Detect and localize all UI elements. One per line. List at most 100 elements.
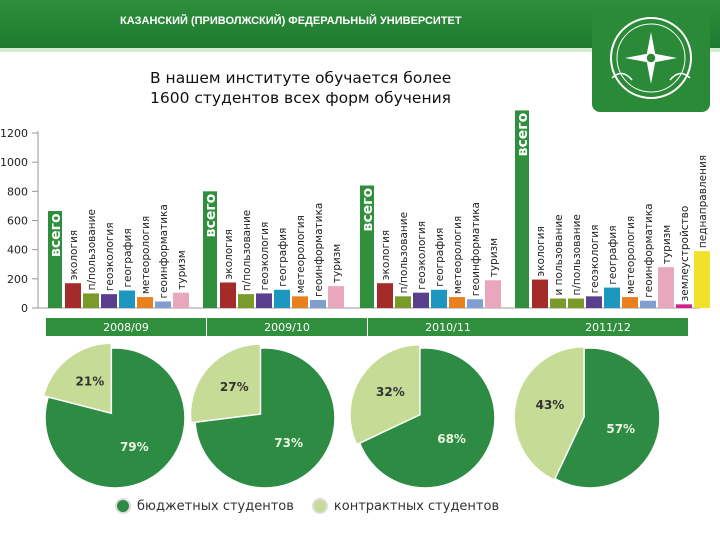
pie-contract-label: 32% — [376, 385, 405, 399]
legend-contract-swatch — [311, 498, 328, 514]
pie-contract-label: 21% — [76, 375, 105, 389]
bar-5 — [155, 301, 171, 308]
year-box — [368, 318, 528, 336]
university-logo — [592, 8, 710, 112]
legend-budget-swatch — [115, 498, 131, 514]
bar-0 — [65, 283, 81, 308]
pie-contract-label: 43% — [536, 398, 565, 412]
pie-contract-slice — [349, 344, 421, 446]
bar-5 — [622, 297, 638, 308]
bar-1 — [550, 298, 566, 308]
year-label: 2011/12 — [585, 321, 631, 334]
bar-category-label: п/пользование — [571, 214, 583, 295]
bar-2 — [568, 298, 584, 308]
year-label: 2008/09 — [103, 321, 149, 334]
bar-category-label: геоинформатика — [470, 202, 482, 296]
bar-total — [203, 191, 217, 308]
bar-category-label: экология — [380, 230, 392, 280]
bar-3 — [119, 290, 135, 308]
bar-total-label: всего — [515, 112, 531, 156]
bar-4 — [292, 296, 308, 308]
bar-category-label: п/пользование — [86, 209, 98, 290]
bar-0 — [532, 279, 548, 308]
bar-3 — [431, 289, 447, 308]
bar-6 — [173, 292, 189, 308]
bar-category-label: экология — [535, 226, 547, 276]
bar-total — [360, 185, 374, 308]
university-title: КАЗАНСКИЙ (ПРИВОЛЖСКИЙ) ФЕДЕРАЛЬНЫЙ УНИВ… — [120, 15, 462, 27]
bar-0 — [377, 283, 393, 308]
bar-total — [48, 211, 62, 308]
bar-7 — [658, 267, 674, 308]
bar-2 — [256, 293, 272, 308]
legend-contract-label: контрактных студентов — [333, 498, 500, 514]
y-tick-label: 400 — [7, 244, 28, 257]
bar-category-label: метеорология — [140, 216, 152, 294]
bar-4 — [449, 297, 465, 308]
bar-category-label: география — [277, 228, 289, 287]
y-tick-label: 1000 — [0, 156, 28, 169]
year-label: 2010/11 — [425, 321, 471, 334]
legend-budget: бюджетных студентов — [115, 498, 294, 514]
bar-category-label: метеорология — [452, 216, 464, 294]
bar-category-label: п/пользование — [241, 210, 253, 291]
legend-contract: контрактных студентов — [311, 498, 500, 514]
bar-3 — [274, 289, 290, 308]
bar-category-label: туризм — [331, 244, 343, 283]
bar-category-label: метеорология — [295, 215, 307, 293]
bar-4 — [137, 297, 153, 308]
bar-1 — [238, 294, 254, 308]
bar-8 — [676, 304, 692, 308]
y-tick-label: 0 — [21, 302, 28, 315]
bar-category-label: геоэкология — [259, 222, 271, 291]
bar-category-label: геоэкология — [104, 222, 116, 291]
pie-contract-label: 27% — [220, 380, 249, 394]
bar-category-label: география — [607, 225, 619, 284]
bar-category-label: туризм — [488, 238, 500, 277]
year-box — [528, 318, 688, 336]
pie-contract-slice — [42, 342, 113, 415]
pie-legend: бюджетных студентов контрактных студенто… — [115, 498, 517, 514]
bar-category-label: география — [122, 228, 134, 287]
bar-3 — [586, 296, 602, 308]
legend-budget-label: бюджетных студентов — [137, 498, 294, 514]
bar-category-label: геоэкология — [589, 225, 601, 294]
bar-9 — [694, 251, 710, 308]
pie-contract-slice — [513, 345, 585, 482]
y-tick-label: 600 — [7, 215, 28, 228]
bar-total — [515, 110, 529, 308]
bar-5 — [310, 299, 326, 308]
slide-title: В нашем институте обучается более 1600 с… — [150, 69, 452, 107]
bar-category-label: п/пользование — [398, 212, 410, 293]
bar-category-label: туризм — [661, 225, 673, 264]
bar-category-label: геоинформатика — [158, 204, 170, 298]
year-label: 2009/10 — [264, 321, 310, 334]
bar-2 — [413, 292, 429, 308]
bar-category-label: землеустройство — [679, 206, 691, 302]
header-band — [0, 48, 720, 52]
pie-budget-label: 68% — [437, 432, 466, 446]
year-box — [46, 318, 206, 336]
bar-category-label: и пользование — [553, 214, 565, 295]
y-tick-label: 200 — [7, 273, 28, 286]
bar-6 — [328, 286, 344, 308]
bar-total-label: всего — [203, 193, 219, 237]
bar-6 — [640, 300, 656, 308]
bar-category-label: педнаправления — [697, 155, 709, 248]
pie-budget-label: 73% — [274, 436, 303, 450]
bar-4 — [604, 287, 620, 308]
bar-1 — [83, 293, 99, 308]
bar-total-label: всего — [360, 188, 376, 232]
pie-contract-slice — [189, 343, 262, 424]
bar-0 — [220, 282, 236, 308]
bar-category-label: метеорология — [625, 216, 637, 294]
year-box — [207, 318, 367, 336]
pie-budget-label: 79% — [120, 440, 149, 454]
bar-category-label: география — [434, 228, 446, 287]
y-tick-label: 800 — [7, 185, 28, 198]
bar-category-label: геоэкология — [416, 221, 428, 290]
bar-category-label: геоинформатика — [643, 203, 655, 297]
bar-5 — [467, 299, 483, 308]
bar-category-label: геоинформатика — [313, 203, 325, 297]
